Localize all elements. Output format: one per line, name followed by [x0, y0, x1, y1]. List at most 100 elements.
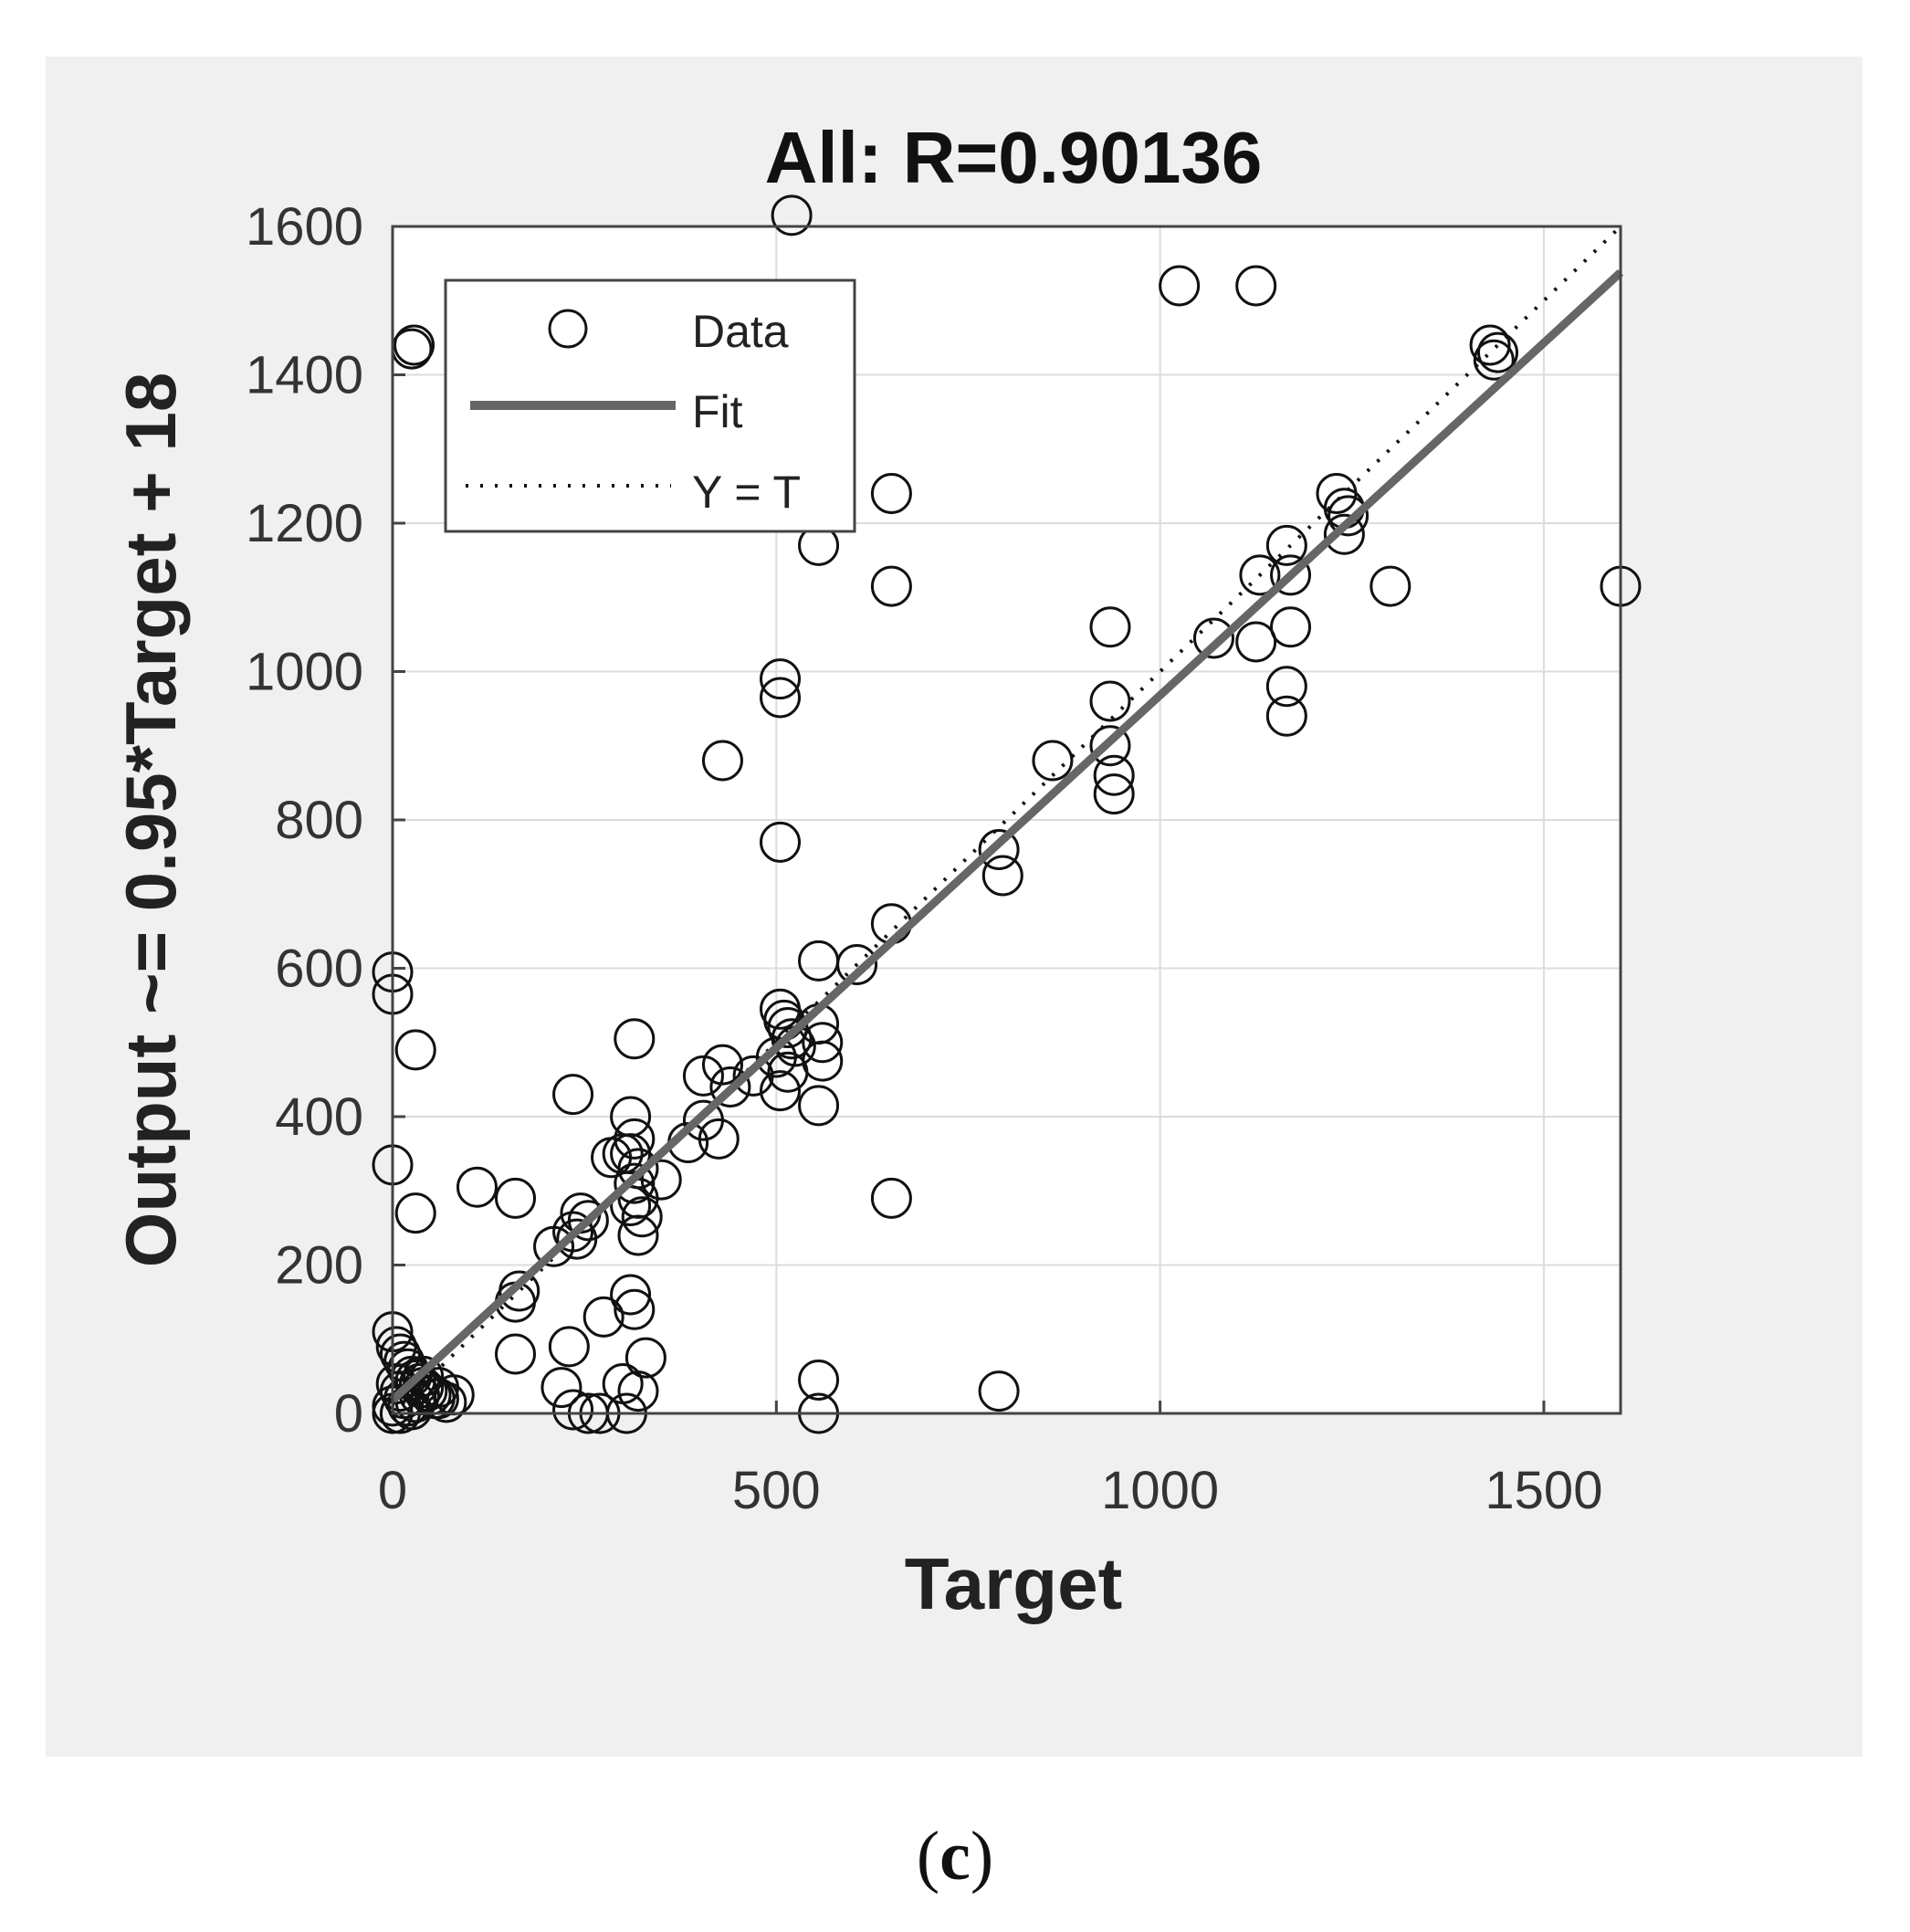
data-point — [417, 1367, 459, 1409]
data-point — [1089, 680, 1131, 722]
y-axis-label: Output ~= 0.95*Target + 18 — [110, 373, 191, 1267]
data-point — [760, 1070, 802, 1112]
data-point — [1323, 513, 1365, 555]
data-point — [1235, 621, 1277, 663]
caption-open-paren: ( — [916, 1818, 940, 1895]
y-tick-label: 1000 — [246, 643, 363, 702]
data-point — [394, 1192, 436, 1234]
data-point — [1159, 265, 1201, 307]
data-point — [621, 1196, 663, 1238]
panel-caption: (c) — [0, 1817, 1910, 1896]
data-point — [1328, 495, 1370, 537]
caption-close-paren: ) — [970, 1818, 994, 1895]
data-point — [614, 1162, 656, 1204]
data-point — [1239, 554, 1281, 596]
y-tick-label: 800 — [275, 791, 363, 850]
data-point — [701, 740, 743, 782]
data-point — [582, 1296, 624, 1338]
data-point — [540, 1367, 582, 1409]
caption-letter: c — [939, 1818, 971, 1895]
data-point — [978, 1370, 1020, 1412]
data-points — [372, 194, 1642, 1434]
data-point — [495, 1177, 536, 1219]
data-point — [709, 1066, 751, 1108]
data-point — [701, 1044, 743, 1086]
y-tick-label: 1400 — [246, 346, 363, 405]
legend-label-data: Data — [692, 306, 789, 357]
data-point — [732, 1055, 774, 1097]
data-point — [495, 1333, 536, 1375]
data-point — [552, 1389, 594, 1431]
data-point — [614, 1018, 656, 1060]
data-point — [617, 1214, 659, 1256]
data-point — [417, 1378, 459, 1420]
data-point — [1192, 617, 1234, 659]
data-point — [456, 1166, 498, 1208]
data-point — [978, 829, 1020, 870]
data-point — [552, 1074, 594, 1116]
data-point — [760, 821, 802, 863]
fit-line — [389, 269, 1624, 1403]
data-point — [1235, 265, 1277, 307]
data-point — [870, 565, 912, 607]
data-point — [1093, 773, 1135, 815]
data-point — [624, 1337, 666, 1379]
data-point — [760, 658, 802, 700]
data-point — [1265, 695, 1307, 737]
chart-title: All: R=0.90136 — [765, 117, 1263, 198]
data-point — [798, 1085, 840, 1127]
data-point — [610, 1274, 652, 1316]
legend-data-marker — [548, 309, 588, 349]
data-point — [870, 473, 912, 514]
data-point — [1270, 606, 1312, 648]
data-point — [1032, 740, 1074, 782]
legend-label-fit: Fit — [692, 386, 743, 437]
data-point — [802, 1040, 844, 1082]
data-point — [552, 1211, 594, 1253]
data-point — [836, 943, 878, 985]
data-point — [1093, 754, 1135, 796]
data-point — [771, 194, 813, 236]
y-tick-label: 1600 — [246, 197, 363, 257]
data-point — [870, 1177, 912, 1219]
y-tick-label: 400 — [275, 1087, 363, 1147]
data-point — [1265, 524, 1307, 566]
data-point — [682, 1055, 724, 1097]
y-tick-label: 600 — [275, 940, 363, 999]
data-point — [1370, 565, 1412, 607]
y-tick-label: 1200 — [246, 494, 363, 553]
x-tick-label: 1000 — [1101, 1461, 1219, 1520]
data-point — [617, 1370, 659, 1412]
x-tick-label: 1500 — [1485, 1461, 1602, 1520]
data-point — [698, 1118, 740, 1160]
data-point — [394, 1029, 436, 1071]
data-point — [394, 324, 436, 366]
y-tick-label: 0 — [334, 1384, 363, 1444]
data-point — [802, 1022, 844, 1064]
data-point — [1089, 606, 1131, 648]
data-point — [1265, 666, 1307, 708]
data-point — [591, 1137, 633, 1179]
x-axis-label: Target — [905, 1543, 1123, 1624]
axis-ticks: 0 500 1000 1500 0 200 400 600 800 1000 1200 1400 160… — [246, 197, 1602, 1520]
data-point — [556, 1218, 598, 1260]
data-point — [614, 1288, 656, 1330]
data-point — [981, 855, 1023, 897]
data-point — [548, 1326, 590, 1368]
data-point — [403, 1355, 445, 1397]
data-point — [1089, 725, 1131, 767]
data-point — [1477, 331, 1518, 373]
data-point — [640, 1159, 682, 1201]
legend: Data Fit Y = T — [444, 278, 856, 533]
x-tick-label: 500 — [732, 1461, 821, 1520]
data-point — [1473, 339, 1515, 381]
data-point — [760, 677, 802, 719]
regression-lines — [389, 225, 1624, 1415]
data-point — [1469, 324, 1511, 366]
x-tick-label: 0 — [378, 1461, 407, 1520]
data-point — [1270, 554, 1312, 596]
data-point — [798, 1359, 840, 1401]
legend-label-identity: Y = T — [692, 467, 801, 518]
gridlines — [393, 226, 1621, 1413]
